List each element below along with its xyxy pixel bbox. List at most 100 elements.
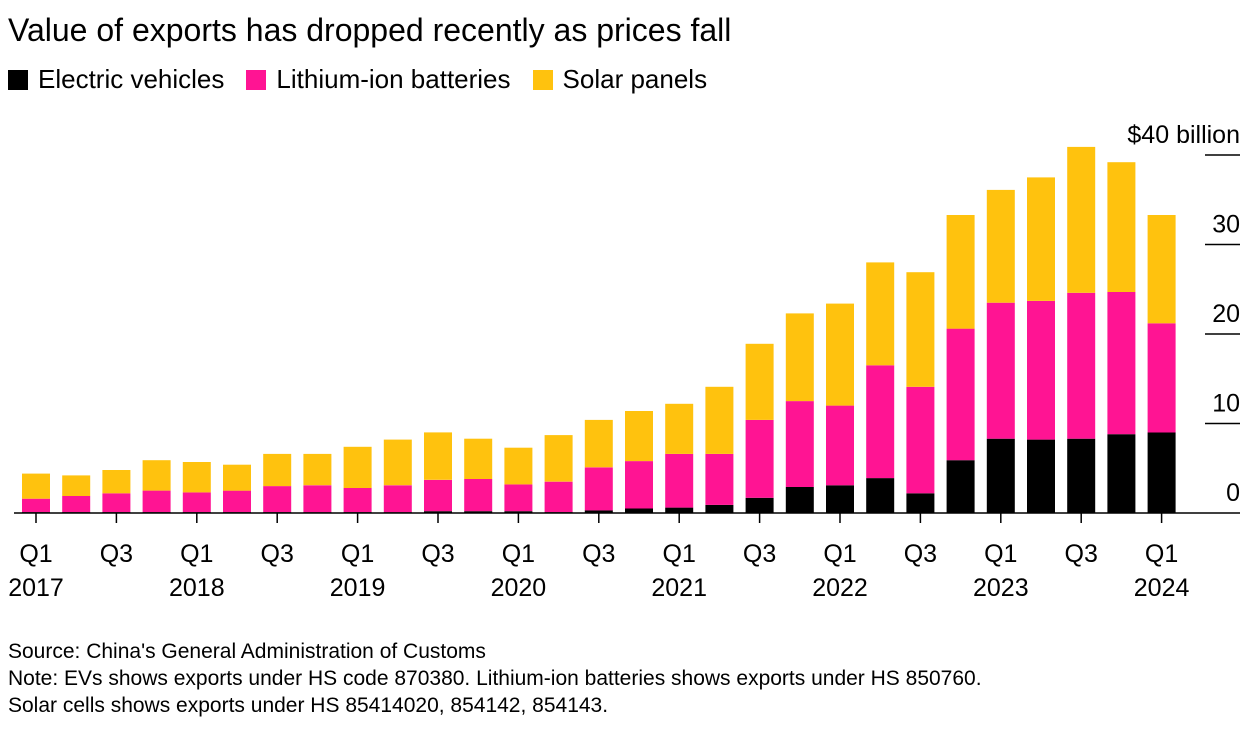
bar-segment-solar-panels <box>1147 215 1176 324</box>
source-note: Source: China's General Administration o… <box>8 640 486 663</box>
x-tick-label-year: 2017 <box>8 574 64 602</box>
bar-segment-lithium-ion-batteries <box>62 496 91 513</box>
bar-segment-electric-vehicles <box>665 507 694 513</box>
bar-segment-lithium-ion-batteries <box>1067 292 1096 439</box>
x-tick-label-quarter: Q1 <box>19 540 52 568</box>
x-tick-label-year: 2018 <box>169 574 225 602</box>
legend-swatch-solar-panels <box>532 69 553 90</box>
bar-segment-lithium-ion-batteries <box>625 461 653 509</box>
bar-segment-electric-vehicles <box>584 510 613 513</box>
bar-segment-lithium-ion-batteries <box>464 479 493 512</box>
bar-segment-lithium-ion-batteries <box>343 487 372 513</box>
legend-label-solar-panels: Solar panels <box>562 64 708 94</box>
bar-segment-solar-panels <box>665 403 694 454</box>
x-tick-label-quarter: Q1 <box>341 540 374 568</box>
bar-segment-lithium-ion-batteries <box>182 492 211 513</box>
bar-segment-lithium-ion-batteries <box>424 479 452 512</box>
bar-segment-solar-panels <box>464 438 493 479</box>
x-tick-label-quarter: Q1 <box>823 540 856 568</box>
bar-segment-lithium-ion-batteries <box>263 486 292 513</box>
x-tick-label-quarter: Q1 <box>502 540 535 568</box>
bar-segment-lithium-ion-batteries <box>745 419 774 498</box>
bar-segment-solar-panels <box>1027 177 1055 301</box>
bar-segment-electric-vehicles <box>705 504 734 513</box>
bar-segment-solar-panels <box>504 447 533 485</box>
bar-segment-electric-vehicles <box>625 508 653 513</box>
bar-segment-solar-panels <box>22 473 50 499</box>
legend-swatch-lithium-ion-batteries <box>246 69 267 90</box>
bar-segment-electric-vehicles <box>946 460 975 513</box>
bar-segment-solar-panels <box>826 303 854 406</box>
bar-segment-lithium-ion-batteries <box>1147 323 1176 433</box>
y-tick-label: 20 <box>1212 300 1240 328</box>
bar-segment-solar-panels <box>223 464 251 491</box>
bar-segment-electric-vehicles <box>1147 432 1176 513</box>
bar-segment-solar-panels <box>182 462 211 493</box>
y-tick-label: 10 <box>1212 390 1240 418</box>
bar-segment-solar-panels <box>383 439 412 486</box>
bar-segment-solar-panels <box>745 343 774 420</box>
bar-segment-electric-vehicles <box>826 485 854 513</box>
bar-segment-lithium-ion-batteries <box>223 490 251 513</box>
y-tick-label: $40 billion <box>1127 121 1240 149</box>
bar-segment-solar-panels <box>625 411 653 462</box>
x-tick-label-quarter: Q3 <box>904 540 937 568</box>
bar-segment-lithium-ion-batteries <box>102 493 131 513</box>
bar-segment-lithium-ion-batteries <box>665 453 694 508</box>
legend-item-solar-panels: Solar panels <box>532 64 708 95</box>
bar-segment-solar-panels <box>303 453 332 486</box>
x-tick-label-year: 2021 <box>651 574 707 602</box>
bar-segment-electric-vehicles <box>785 487 814 513</box>
stacked-bar-chart: 0 10 20 30 $40 billion Q1 2017 Q3 Q1 2018 Q3 Q1 2019… <box>8 121 1240 602</box>
bar-segment-solar-panels <box>1107 162 1136 292</box>
bar-segment-electric-vehicles <box>986 438 1015 513</box>
x-tick-label-quarter: Q1 <box>1145 540 1178 568</box>
x-tick-label-year: 2022 <box>812 574 868 602</box>
x-tick-label-quarter: Q3 <box>1065 540 1098 568</box>
bar-segment-lithium-ion-batteries <box>946 328 975 461</box>
bar-segment-lithium-ion-batteries <box>986 302 1015 439</box>
bar-segment-solar-panels <box>866 262 895 366</box>
bar-segment-electric-vehicles <box>464 511 493 513</box>
bar-segment-lithium-ion-batteries <box>383 485 412 513</box>
note-line-1: Note: EVs shows exports under HS code 87… <box>8 667 982 690</box>
x-tick-label-quarter: Q3 <box>421 540 454 568</box>
legend-item-lithium-ion-batteries: Lithium-ion batteries <box>246 64 511 95</box>
x-tick-label-quarter: Q3 <box>582 540 615 568</box>
bar-segment-solar-panels <box>263 453 292 487</box>
bar-segment-lithium-ion-batteries <box>1107 291 1136 435</box>
x-tick-label-quarter: Q1 <box>984 540 1017 568</box>
x-tick-label-quarter: Q1 <box>180 540 213 568</box>
bar-segment-solar-panels <box>62 475 91 496</box>
chart-title: Value of exports has dropped recently as… <box>8 12 732 48</box>
x-tick-label-year: 2020 <box>491 574 547 602</box>
bar-segment-electric-vehicles <box>504 511 533 513</box>
x-tick-label-quarter: Q1 <box>663 540 696 568</box>
bar-segment-solar-panels <box>906 272 935 387</box>
legend-item-electric-vehicles: Electric vehicles <box>8 64 224 95</box>
bar-segment-electric-vehicles <box>906 493 935 513</box>
bar-segment-lithium-ion-batteries <box>142 490 171 513</box>
x-tick-label-year: 2024 <box>1134 574 1190 602</box>
y-tick-label: 30 <box>1212 211 1240 239</box>
bar-segment-lithium-ion-batteries <box>22 498 50 513</box>
chart-footer: Source: China's General Administration o… <box>8 638 982 719</box>
bar-segment-solar-panels <box>785 313 814 402</box>
x-tick-label-quarter: Q3 <box>743 540 776 568</box>
bar-segment-electric-vehicles <box>1027 439 1055 513</box>
bar-segment-lithium-ion-batteries <box>866 365 895 479</box>
bar-segment-electric-vehicles <box>1107 434 1136 513</box>
bar-segment-lithium-ion-batteries <box>584 467 613 511</box>
bar-segment-lithium-ion-batteries <box>826 405 854 486</box>
bar-segment-lithium-ion-batteries <box>303 485 332 513</box>
bar-segment-lithium-ion-batteries <box>1027 300 1055 440</box>
bar-segment-solar-panels <box>1067 146 1096 293</box>
x-tick-label-quarter: Q3 <box>100 540 133 568</box>
bar-segment-solar-panels <box>584 419 613 468</box>
bar-segment-lithium-ion-batteries <box>906 386 935 494</box>
bar-segment-solar-panels <box>544 435 573 482</box>
note-line-2: Solar cells shows exports under HS 85414… <box>8 694 609 717</box>
bar-segment-solar-panels <box>986 189 1015 303</box>
y-tick-label: 0 <box>1226 479 1240 507</box>
legend-swatch-electric-vehicles <box>8 69 28 90</box>
